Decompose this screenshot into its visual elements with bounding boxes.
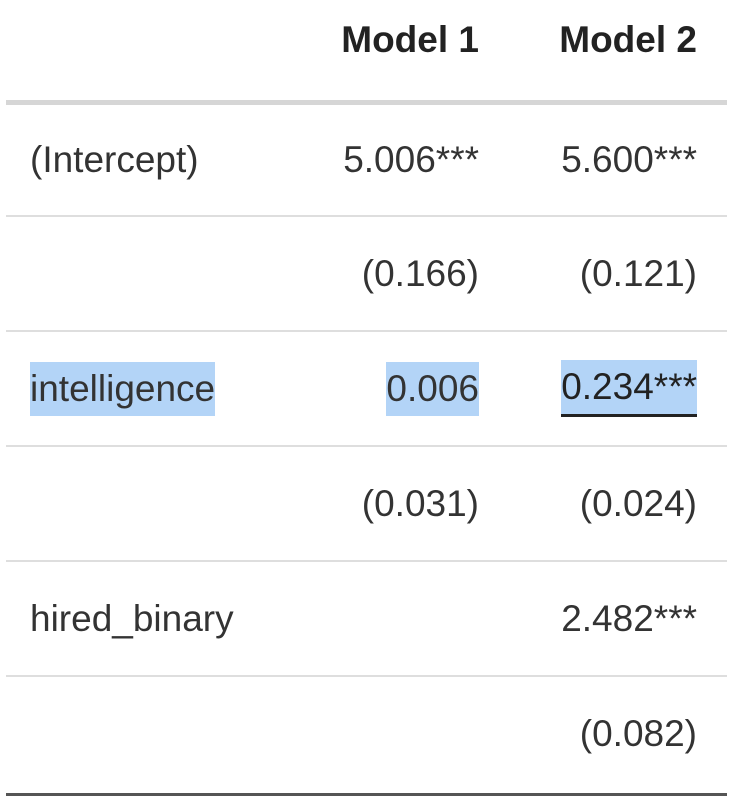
- model-2-std-error[interactable]: (0.024): [579, 482, 697, 524]
- model-1-std-error[interactable]: (0.166): [361, 252, 479, 294]
- table-row: (0.031) (0.024): [6, 445, 727, 560]
- model-2-value[interactable]: 2.482***: [561, 597, 697, 639]
- row-label-cell: intelligence: [30, 332, 216, 445]
- table-row: hired_binary 2.482***: [6, 560, 727, 675]
- table-row: (Intercept) 5.006*** 5.600***: [6, 100, 727, 215]
- model-2-cell: 0.234***: [561, 332, 697, 445]
- model-2-value-selected[interactable]: 0.234***: [561, 360, 697, 417]
- model-1-std-error[interactable]: (0.031): [361, 482, 479, 524]
- table-header: Model 1 Model 2: [6, 0, 727, 100]
- regression-table: Model 1 Model 2 (Intercept) 5.006*** 5.6…: [6, 0, 727, 790]
- table-row-selected: intelligence 0.006 0.234***: [6, 330, 727, 445]
- header-model-2: Model 2: [559, 19, 697, 60]
- model-1-cell: 0.006: [386, 332, 479, 445]
- model-2-std-error[interactable]: (0.121): [579, 252, 697, 294]
- header-model-1: Model 1: [341, 19, 479, 60]
- model-2-std-error[interactable]: (0.082): [579, 712, 697, 754]
- table-row: (0.166) (0.121): [6, 215, 727, 330]
- model-1-value[interactable]: 5.006***: [343, 139, 479, 180]
- model-1-value-selected[interactable]: 0.006: [386, 361, 479, 416]
- table-bottom-rule: [6, 793, 727, 796]
- model-2-value[interactable]: 5.600***: [561, 139, 697, 180]
- row-label[interactable]: hired_binary: [30, 597, 234, 639]
- row-label[interactable]: (Intercept): [30, 139, 199, 180]
- row-label-selected[interactable]: intelligence: [30, 361, 216, 416]
- table-row: (0.082): [6, 675, 727, 790]
